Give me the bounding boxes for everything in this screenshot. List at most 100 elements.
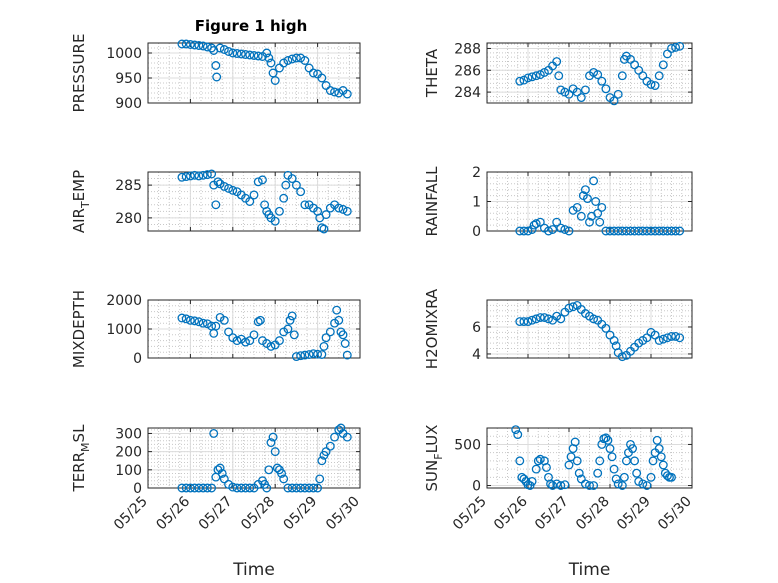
data-point [652,435,662,445]
y-axis-label: AIRTEMP [70,170,92,233]
data-point [228,482,238,492]
data-point [648,456,658,466]
data-point [325,327,335,337]
data-point [209,328,219,338]
y-axis-label: SUNFLUX [423,425,445,492]
data-point [253,317,263,327]
data-point [255,315,265,325]
data-point [217,469,227,478]
data-point [215,463,225,473]
data-point [317,350,327,359]
x-tick-label: 05/26 [153,493,193,533]
y-tick-label: 2 [472,165,481,181]
data-point [202,319,212,329]
data-point [245,336,255,346]
data-point [291,352,301,361]
data-point [236,49,246,59]
data-point [342,350,352,360]
x-tick-label: 05/29 [614,494,654,534]
data-point [332,305,342,315]
data-point [277,469,287,478]
data-point [321,447,331,457]
data-point [671,226,681,236]
data-point [181,39,191,49]
y-axis-label: RAINFALL [423,166,441,237]
data-point [219,45,229,54]
y-tick-label: 4 [472,347,481,363]
data-point [224,183,234,193]
data-point [601,323,611,333]
data-point [249,190,259,200]
data-point [190,170,200,180]
data-point [245,197,255,206]
data-point [304,350,314,359]
data-point [287,174,297,184]
y-axis-label: MIXDEPTH [70,290,88,368]
y-tick-label: 1000 [106,322,142,338]
data-point [338,330,348,340]
data-point [552,217,562,227]
data-point [671,331,681,341]
data-point [232,336,242,346]
y-tick-label: 0 [472,479,481,495]
data-point [313,483,323,493]
y-axis-label: H2OMIXRA [423,288,441,369]
data-point [658,334,668,344]
data-point [300,56,310,65]
data-point [601,433,611,443]
data-point [554,71,564,81]
y-tick-label: 100 [115,463,142,479]
panel-4: 0 1 2 RAINFALL [423,165,693,240]
data-point [611,474,621,484]
data-point [185,40,195,49]
panel-2: 284 286 288 THETA [423,41,693,106]
data-point [667,472,676,482]
data-point [228,48,238,58]
data-point [593,70,603,80]
data-point [617,71,627,81]
data-point [667,44,676,53]
data-point [291,483,301,493]
data-point [621,456,631,466]
data-point [533,456,543,466]
data-point [219,315,229,325]
data-point [519,226,529,236]
data-point [198,318,208,328]
data-point [291,53,301,63]
data-point [270,447,280,457]
data-point [274,63,284,73]
data-point [523,73,533,83]
data-point [650,81,660,90]
y-tick-label: 0 [133,481,142,497]
data-point [585,481,594,490]
data-point [603,435,613,445]
data-point [287,483,297,493]
data-point [342,206,352,216]
data-point [185,483,195,493]
data-point [535,217,545,227]
data-point [658,460,668,470]
data-point [601,84,611,94]
data-point [617,481,627,490]
data-point [654,336,664,345]
data-point [511,425,521,435]
x-axis-label: Time [232,560,275,580]
data-point [249,330,259,340]
data-point [325,86,335,95]
data-point [285,315,295,325]
data-point [531,219,541,229]
data-point [296,187,306,197]
data-point [287,311,297,321]
data-point [228,185,238,195]
data-point [638,71,648,81]
data-point [308,349,318,359]
data-point [266,58,276,68]
data-point [181,172,191,182]
data-point [642,481,652,490]
y-tick-label: 200 [115,445,142,461]
figure-title: Figure 1 high [195,17,308,35]
data-point [619,472,629,482]
